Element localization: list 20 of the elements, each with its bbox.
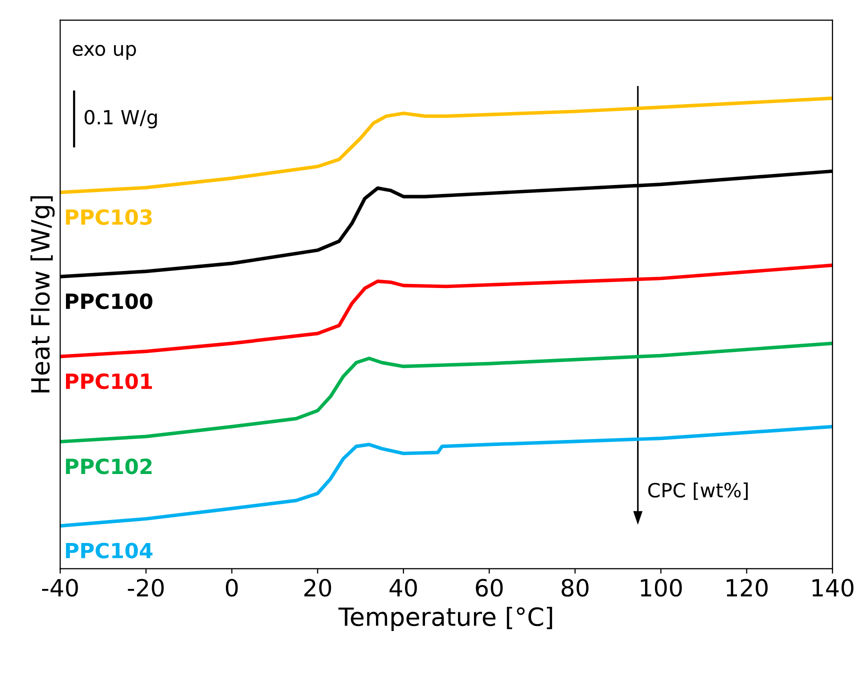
x-tick-label: -20: [128, 578, 164, 597]
x-tick-label: 140: [812, 578, 854, 597]
x-axis-title: Temperature [°C]: [338, 606, 552, 632]
x-tick-label: 0: [226, 578, 238, 597]
series-label: PPC104: [66, 542, 152, 558]
text: exo up: [72, 44, 136, 60]
x-tick-label: -40: [42, 578, 78, 597]
x-tick-label: 40: [390, 578, 417, 597]
x-tick-label: 60: [476, 578, 503, 597]
x-tick-label: 20: [304, 578, 332, 597]
series-label: PPC101: [66, 373, 152, 390]
x-tick-label: 120: [726, 578, 768, 597]
y-axis-title: Heat Flow [W/g]: [30, 196, 55, 392]
series-label: PPC100: [66, 293, 152, 310]
series-label: PPC103: [66, 209, 152, 225]
annotation: CPC [wt%]: [648, 482, 748, 500]
x-tick-label: 80: [562, 578, 589, 597]
series-label: PPC102: [66, 458, 152, 474]
x-tick-label: 100: [640, 578, 682, 597]
annotation: 0.1 W/g: [84, 110, 157, 128]
